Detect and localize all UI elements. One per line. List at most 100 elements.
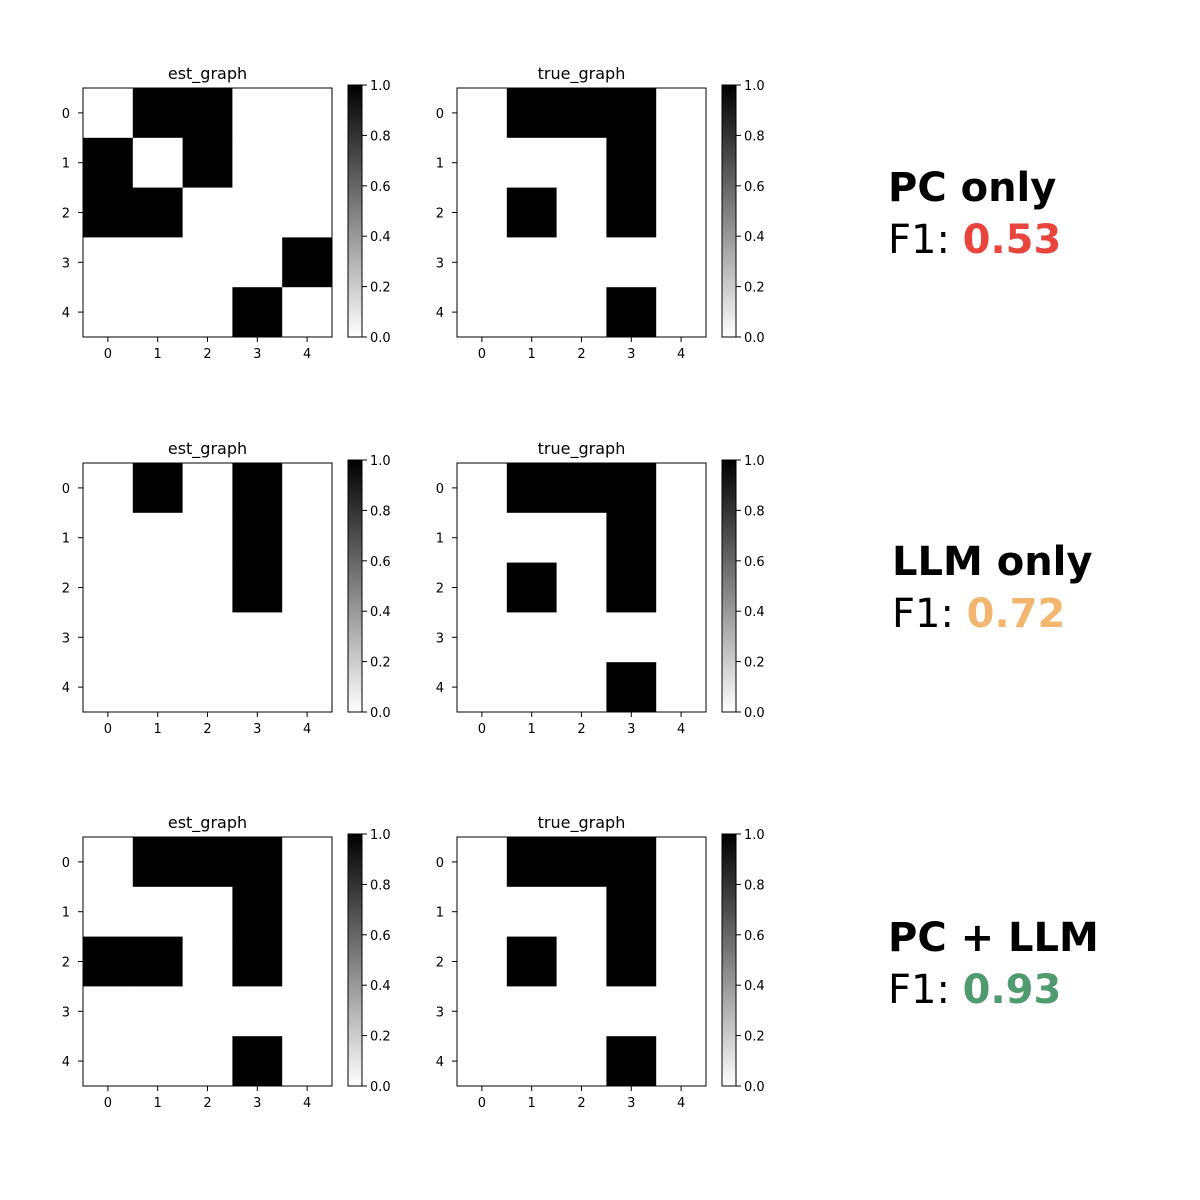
heatmap-cell xyxy=(132,287,183,338)
heatmap-cell xyxy=(132,88,183,139)
heatmap-cell xyxy=(556,512,607,563)
heatmap-cell xyxy=(556,662,607,713)
heatmap-panel-1: true_graph 0 1 2 3 4 0 1 2 3 4 0.0 0.2 0.4 0.6 0.8 1.0 xyxy=(436,64,765,362)
method-llm-only: LLM only F1: 0.72 xyxy=(892,542,1092,634)
plot-title: true_graph xyxy=(538,813,626,833)
y-tick-label: 4 xyxy=(436,681,444,696)
x-tick-label: 0 xyxy=(104,1096,112,1111)
heatmap-cell xyxy=(606,886,657,937)
x-tick-label: 1 xyxy=(528,722,536,737)
heatmap-cell xyxy=(282,986,333,1037)
method-pc-only: PC only F1: 0.53 xyxy=(888,168,1061,260)
heatmap-cell xyxy=(282,137,333,188)
heatmap-cell xyxy=(182,986,233,1037)
y-tick-label: 3 xyxy=(62,256,70,271)
colorbar-tick-label: 0.8 xyxy=(744,504,765,519)
colorbar-tick-label: 0.6 xyxy=(744,929,765,944)
heatmap-cell xyxy=(506,1036,557,1087)
heatmap-cell xyxy=(457,88,508,139)
heatmap-cell xyxy=(282,662,333,713)
heatmap-cell xyxy=(232,986,283,1037)
colorbar-tick-label: 0.6 xyxy=(370,929,391,944)
y-tick-label: 0 xyxy=(62,107,70,122)
colorbar xyxy=(347,833,363,1087)
f1-prefix: F1: xyxy=(892,591,967,637)
heatmap-cell xyxy=(457,463,508,514)
x-tick-label: 2 xyxy=(203,722,211,737)
x-tick-label: 4 xyxy=(303,347,311,362)
plot-title: est_graph xyxy=(168,813,247,833)
heatmap-cell xyxy=(282,463,333,514)
heatmap-cell xyxy=(132,936,183,987)
heatmap-cell xyxy=(656,612,707,663)
heatmap-cell xyxy=(606,463,657,514)
x-tick-label: 0 xyxy=(478,722,486,737)
heatmap-cell xyxy=(232,662,283,713)
heatmap-cell xyxy=(83,187,134,238)
colorbar-tick-label: 0.8 xyxy=(744,129,765,144)
heatmap-cell xyxy=(132,886,183,937)
colorbar-tick-label: 1.0 xyxy=(370,454,391,469)
x-tick-label: 2 xyxy=(577,1096,585,1111)
heatmap-cell xyxy=(282,287,333,338)
colorbar-tick-label: 1.0 xyxy=(744,828,765,843)
heatmap-cell xyxy=(282,237,333,288)
heatmap-cell xyxy=(506,936,557,987)
x-tick-label: 4 xyxy=(303,722,311,737)
heatmap-cell xyxy=(506,986,557,1037)
plot-title: est_graph xyxy=(168,439,247,459)
colorbar-tick-label: 0.2 xyxy=(370,1030,391,1045)
heatmap-cell xyxy=(83,936,134,987)
heatmap-cell xyxy=(282,612,333,663)
y-tick-label: 1 xyxy=(436,532,444,547)
heatmap-cell xyxy=(83,886,134,937)
method-name: PC only xyxy=(888,165,1057,211)
x-tick-label: 1 xyxy=(528,1096,536,1111)
colorbar-tick-label: 0.8 xyxy=(370,129,391,144)
colorbar-tick-label: 0.0 xyxy=(744,706,765,721)
y-tick-label: 4 xyxy=(62,306,70,321)
colorbar-tick-label: 0.2 xyxy=(744,281,765,296)
x-tick-label: 2 xyxy=(577,347,585,362)
method-pc-plus-llm: PC + LLM F1: 0.93 xyxy=(888,918,1099,1010)
heatmap-cell xyxy=(556,936,607,987)
colorbar-tick-label: 0.8 xyxy=(370,878,391,893)
heatmap-cell xyxy=(83,88,134,139)
colorbar-tick-label: 0.0 xyxy=(744,331,765,346)
x-tick-label: 3 xyxy=(253,1096,261,1111)
heatmap-cell xyxy=(182,463,233,514)
heatmap-cell xyxy=(132,512,183,563)
heatmap-cell xyxy=(606,512,657,563)
y-tick-label: 4 xyxy=(62,681,70,696)
heatmap-cell xyxy=(232,837,283,888)
colorbar-tick-label: 1.0 xyxy=(744,79,765,94)
heatmap-cell xyxy=(182,886,233,937)
heatmap-cell xyxy=(232,287,283,338)
colorbar-tick-label: 0.8 xyxy=(744,878,765,893)
heatmap-cell xyxy=(656,1036,707,1087)
y-tick-label: 2 xyxy=(62,956,70,971)
x-tick-label: 4 xyxy=(303,1096,311,1111)
colorbar xyxy=(721,84,737,338)
y-tick-label: 4 xyxy=(436,306,444,321)
colorbar xyxy=(721,833,737,1087)
heatmap-cell xyxy=(182,562,233,613)
heatmap-cell xyxy=(556,237,607,288)
x-tick-label: 3 xyxy=(627,1096,635,1111)
heatmap-cell xyxy=(656,512,707,563)
heatmap-cell xyxy=(232,463,283,514)
colorbar-tick-label: 0.2 xyxy=(370,281,391,296)
heatmap-panel-3: true_graph 0 1 2 3 4 0 1 2 3 4 0.0 0.2 0.4 0.6 0.8 1.0 xyxy=(436,439,765,737)
f1-value: 0.93 xyxy=(962,967,1062,1013)
heatmap-cell xyxy=(282,512,333,563)
x-tick-label: 1 xyxy=(154,347,162,362)
f1-score: F1: 0.72 xyxy=(892,594,1092,634)
heatmap-cell xyxy=(556,463,607,514)
method-name: LLM only xyxy=(892,539,1093,585)
heatmap-cell xyxy=(132,562,183,613)
heatmap-cell xyxy=(606,936,657,987)
heatmap-cell xyxy=(132,463,183,514)
colorbar xyxy=(347,84,363,338)
heatmap-panel-5: true_graph 0 1 2 3 4 0 1 2 3 4 0.0 0.2 0.4 0.6 0.8 1.0 xyxy=(436,813,765,1111)
heatmap-cell xyxy=(656,287,707,338)
